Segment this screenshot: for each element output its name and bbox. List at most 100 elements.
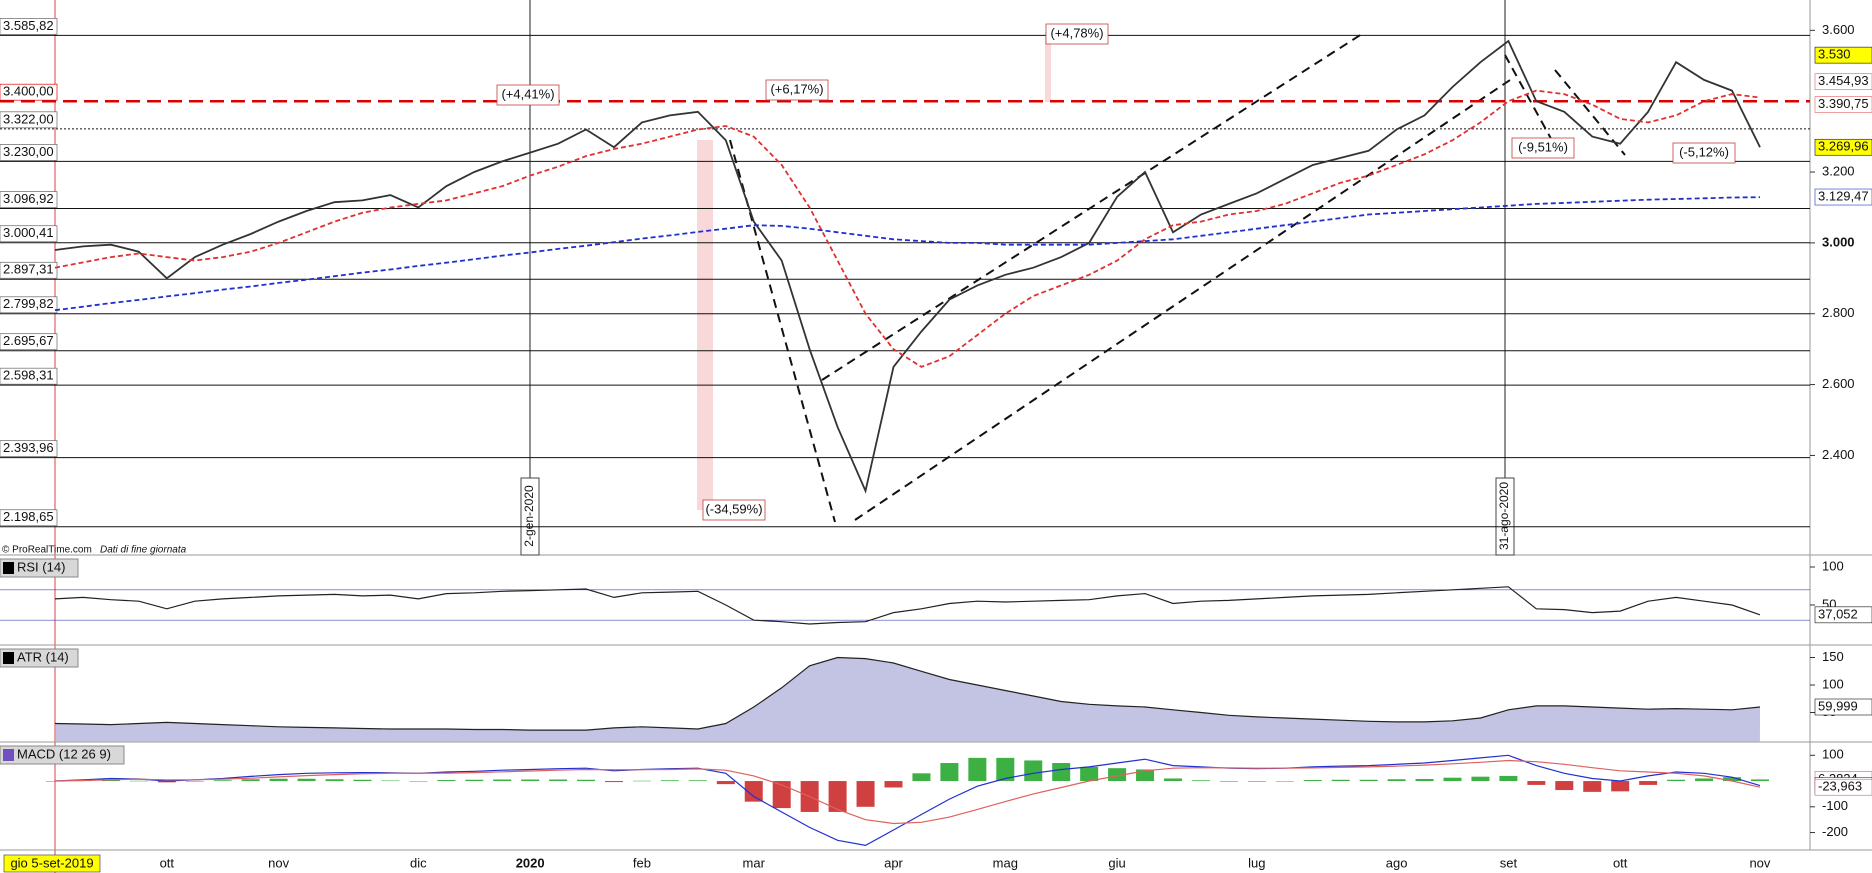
annotation-box [1511, 137, 1575, 159]
last-value-tag: 37,052 [1818, 606, 1858, 621]
price-tag: 3.390,75 [1818, 96, 1869, 111]
histogram-bar [1080, 766, 1099, 782]
level-label: 3.230,00 [3, 144, 54, 159]
panel-title-icon [3, 652, 14, 664]
annotation: (+4,78%) [1050, 25, 1103, 40]
range-shade [697, 140, 713, 510]
histogram-bar [968, 757, 987, 782]
histogram-bar [1695, 778, 1714, 782]
price-tag: 3.129,47 [1818, 188, 1869, 203]
level-label-box [0, 261, 58, 279]
annotation: (-9,51%) [1518, 139, 1568, 154]
level-label: 2.799,82 [3, 296, 54, 311]
y-tick-label: 100 [1822, 747, 1844, 762]
level-label-box [0, 144, 58, 161]
series-line [54, 754, 1761, 847]
annotation-box [702, 499, 766, 521]
x-tick-label: nov [1749, 855, 1770, 870]
histogram-bar [884, 781, 903, 788]
level-label-box [0, 296, 58, 314]
series-line [54, 586, 1761, 625]
x-tick-label: set [1500, 855, 1518, 870]
histogram-bar [1275, 781, 1294, 782]
histogram-bar [185, 781, 204, 782]
histogram-bar [269, 778, 288, 782]
annotation-box [765, 79, 829, 101]
price-tag: 3.454,93 [1818, 73, 1869, 88]
histogram-bar [996, 757, 1015, 782]
histogram-bar [297, 778, 316, 782]
histogram-bar [437, 780, 456, 782]
x-tick-label: ago [1386, 855, 1408, 870]
date-marker-box [1495, 477, 1515, 556]
annotation: (+4,41%) [501, 86, 554, 101]
histogram-bar [353, 779, 372, 782]
series-line [54, 39, 1761, 494]
histogram-bar [632, 780, 651, 782]
x-tick-label: ott [160, 855, 175, 870]
histogram-bar [381, 780, 400, 782]
y-tick-label: -100 [1822, 798, 1848, 813]
series-line [54, 196, 1761, 312]
histogram-bar [241, 779, 260, 782]
histogram-bar [549, 779, 568, 782]
histogram-bar [1247, 781, 1266, 782]
histogram-bar [129, 780, 148, 782]
trend-line [854, 79, 1511, 521]
source-note: Dati di fine giornata [100, 545, 187, 556]
x-tick-label: apr [884, 855, 903, 870]
x-tick-label: mar [743, 855, 766, 870]
level-label: 2.695,67 [3, 333, 54, 348]
level-label: 2.198,65 [3, 509, 54, 524]
trend-line [821, 31, 1366, 381]
y-tick-label: 3.600 [1822, 22, 1855, 37]
histogram-bar [1331, 779, 1350, 782]
histogram-bar [1415, 778, 1434, 782]
x-tick-label: nov [268, 855, 289, 870]
histogram-bar [660, 780, 679, 782]
x-tick-label: lug [1248, 855, 1265, 870]
level-label-box [0, 83, 58, 101]
histogram-bar [1471, 776, 1490, 782]
histogram-bar [856, 781, 875, 807]
panel-title-box [0, 648, 79, 668]
level-label: 3.000,41 [3, 225, 54, 240]
histogram-bar [1723, 777, 1741, 782]
histogram-bar [1527, 781, 1546, 785]
y-tick-label: 3.000 [1822, 234, 1855, 249]
histogram-bar [1667, 779, 1686, 782]
histogram-bar [1108, 768, 1127, 782]
y-tick-label: 2.400 [1822, 447, 1855, 462]
trend-line [1554, 69, 1626, 156]
level-label-box [0, 367, 58, 385]
y-tick-label: 100 [1822, 676, 1844, 691]
last-value-tag-box [1814, 698, 1872, 716]
x-tick-label: mag [993, 855, 1018, 870]
panel-title: ATR (14) [17, 649, 69, 664]
x-tick-label: ott [1613, 855, 1628, 870]
histogram-bar [1359, 779, 1378, 782]
histogram-bar [688, 780, 707, 782]
x-tick-label: dic [410, 855, 427, 870]
histogram-bar [1136, 769, 1155, 782]
annotation: (-34,59%) [705, 501, 762, 516]
level-label: 3.322,00 [3, 111, 54, 126]
histogram-bar [605, 781, 623, 783]
histogram-bar [772, 781, 791, 809]
histogram-bar [325, 779, 344, 782]
level-label: 2.393,96 [3, 440, 54, 455]
source: © ProRealTime.com [2, 545, 92, 556]
histogram-bar [493, 779, 512, 782]
histogram-bar [1024, 760, 1043, 782]
histogram-bar [1219, 781, 1238, 782]
histogram-bar [157, 781, 176, 783]
histogram-bar [1303, 780, 1322, 782]
level-label: 2.897,31 [3, 262, 54, 277]
annotation-box [496, 84, 560, 106]
histogram-bar [912, 773, 931, 782]
date-marker-box [520, 477, 540, 556]
date-marker-label: 2-gen-2020 [522, 485, 536, 547]
price-tag-box [1814, 46, 1872, 64]
price-tag-box [1814, 138, 1872, 156]
level-label-box [0, 225, 58, 243]
